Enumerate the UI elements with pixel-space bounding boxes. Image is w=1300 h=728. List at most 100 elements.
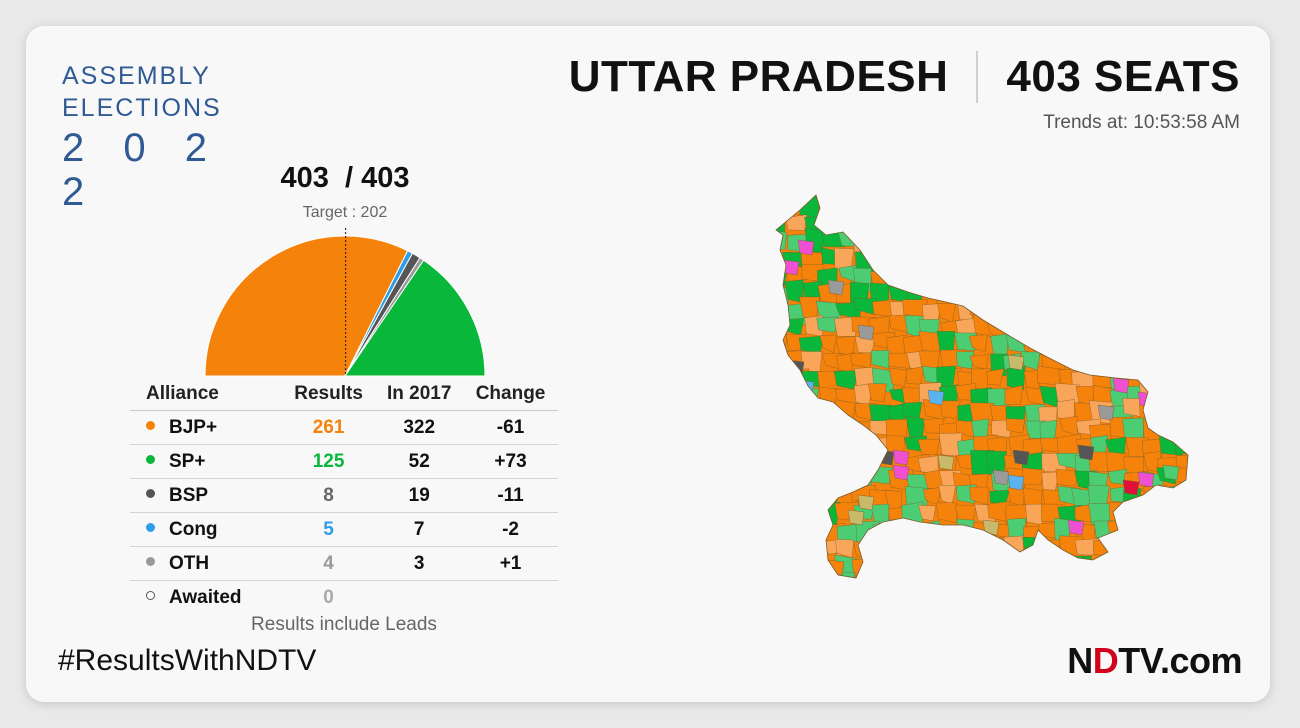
state-name: UTTAR PRADESH [568,52,949,101]
constituency [1037,606,1058,610]
constituency [1179,590,1198,610]
constituency [1092,606,1110,610]
constituency [1071,195,1095,219]
constituency [834,195,856,202]
constituency [855,589,874,607]
constituency-highlight [937,454,955,471]
constituency [922,249,946,268]
table-row: Awaited 0 [130,581,558,615]
constituency [783,573,807,578]
constituency [1174,603,1194,610]
constituency [952,265,971,288]
constituency [1158,607,1181,610]
constituency [1104,198,1129,221]
constituency-highlight [982,519,1000,536]
constituency [1093,572,1116,578]
constituency [1104,350,1127,372]
constituency [1042,350,1068,371]
constituency [889,591,908,610]
constituency [1020,303,1043,327]
change-cell: -11 [463,478,558,513]
constituency [800,386,819,411]
constituency [888,249,907,274]
constituency [952,279,972,302]
constituency [776,195,787,200]
constituency [786,536,808,557]
constituency [776,403,787,428]
constituency [1109,335,1129,353]
constituency [901,246,926,264]
constituency [870,592,890,610]
results-cell: 125 [281,444,376,479]
constituency [1191,333,1198,355]
constituency [939,249,959,266]
constituency [1107,298,1129,319]
in2017-cell: 3 [375,546,464,581]
constituency [921,195,940,204]
legend-dot [146,556,155,566]
constituency [1072,570,1095,578]
constituency [938,195,958,207]
constituency [1003,195,1022,201]
constituency [973,283,993,302]
ndtv-logo[interactable]: NDTV.com [1067,640,1242,682]
constituency [1108,571,1128,578]
constituency [918,331,944,353]
constituency [1041,216,1059,241]
constituency [954,249,975,270]
constituency [986,450,1007,473]
constituency [1192,282,1198,305]
constituency [1194,400,1198,418]
constituency [1195,387,1198,403]
constituency [903,213,926,230]
constituency [815,575,840,578]
logo-rest: TV.com [1118,640,1242,681]
constituency [989,215,1014,239]
constituency [867,229,887,252]
constituency [820,469,841,485]
constituency [1055,607,1075,610]
constituency [1173,523,1188,544]
constituency [937,218,957,236]
constituency [901,589,923,607]
constituency [1139,519,1163,539]
constituency [955,552,978,574]
constituency [1089,301,1113,322]
table-header-row: Alliance Results In 2017 Change [130,378,558,411]
constituency [817,452,837,472]
constituency [821,214,844,235]
constituency [776,573,792,578]
table-row: BJP+ 261 322 -61 [130,410,558,445]
constituency [986,368,1005,386]
constituency [884,557,905,574]
constituency [1005,592,1027,610]
up-constituency-map[interactable] [768,180,1198,610]
constituency [987,605,1004,610]
constituency [970,604,994,610]
constituency [802,571,821,578]
constituency [1020,248,1044,270]
constituency-highlight [857,494,875,511]
constituency [1072,213,1097,233]
constituency [833,468,859,486]
constituency [1022,592,1044,610]
constituency [836,591,859,608]
constituency [1037,365,1063,386]
legend-dot [146,488,155,498]
constituency [1140,588,1165,603]
constituency [905,366,925,385]
constituency [954,538,973,559]
constituency [1055,249,1075,269]
constituency [1126,282,1145,303]
constituency [1191,575,1198,596]
constituency [1196,220,1198,234]
constituency [801,488,826,510]
constituency [1006,302,1027,325]
constituency [1177,484,1188,508]
constituency [1191,249,1198,266]
constituency [1110,266,1134,292]
constituency [1175,319,1188,341]
hashtag[interactable]: #ResultsWithNDTV [58,644,317,677]
gauge-slice-sp [344,259,486,377]
constituency [835,456,858,477]
